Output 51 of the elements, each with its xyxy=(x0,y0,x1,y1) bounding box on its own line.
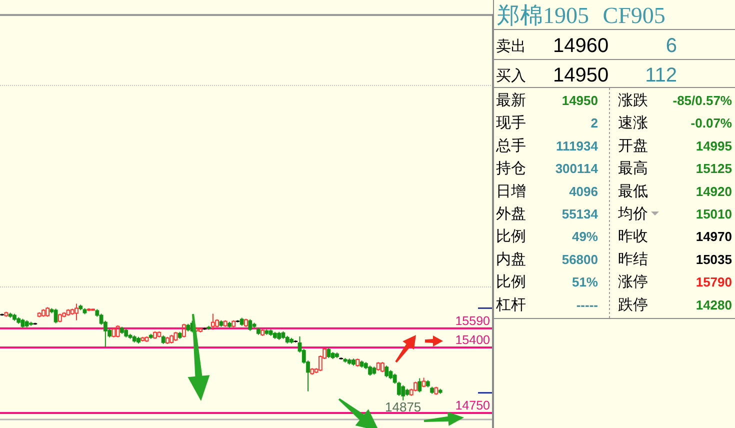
y-tick-label: 15590 xyxy=(455,314,490,328)
text: -0.07% xyxy=(690,116,732,131)
text: 最高 xyxy=(618,160,648,178)
text: 14950 xyxy=(562,93,598,108)
text: 300114 xyxy=(555,161,599,176)
y-tick-label: 14750 xyxy=(455,398,490,412)
text: 最低 xyxy=(618,182,648,200)
text: 14970 xyxy=(696,229,732,244)
text: 速涨 xyxy=(618,114,648,132)
text: 56800 xyxy=(562,252,598,267)
text: 现手 xyxy=(496,114,526,132)
annotation: 14875 xyxy=(385,399,422,414)
text: 昨结 xyxy=(618,250,648,268)
text: 卖出 xyxy=(496,38,526,55)
text: 14995 xyxy=(696,138,732,154)
text: 15125 xyxy=(696,161,732,176)
text: 郑棉1905 CF905 xyxy=(497,3,666,28)
text: 持仓 xyxy=(496,160,526,178)
text: 49% xyxy=(572,229,598,244)
text: 涨跌 xyxy=(618,92,648,109)
text: 最新 xyxy=(496,92,526,109)
text: 开盘 xyxy=(618,137,648,154)
text: 112 xyxy=(645,64,677,86)
text: ----- xyxy=(576,297,598,312)
text: 14920 xyxy=(696,184,732,199)
text: 4096 xyxy=(569,184,598,199)
text: 买入 xyxy=(496,68,526,84)
text: 51% xyxy=(572,274,598,290)
text: 111934 xyxy=(556,138,599,154)
text: 14960 xyxy=(553,35,609,57)
y-tick-label: 15400 xyxy=(455,332,490,347)
text: 总手 xyxy=(495,137,526,154)
text: 均价 xyxy=(617,206,648,222)
text: 比例 xyxy=(496,228,526,246)
text: 跌停 xyxy=(618,296,648,314)
text: 涨停 xyxy=(618,274,648,291)
text: 比例 xyxy=(496,274,526,291)
text: 内盘 xyxy=(496,250,526,268)
text: 外盘 xyxy=(496,206,526,222)
text: 2 xyxy=(590,116,598,131)
text: 昨收 xyxy=(618,228,648,246)
text: 15035 xyxy=(696,252,732,267)
text: 15010 xyxy=(696,206,732,222)
text: 55134 xyxy=(562,206,599,222)
text: 15790 xyxy=(696,274,732,290)
text: -85/0.57% xyxy=(672,93,732,108)
text: 6 xyxy=(666,35,677,57)
text: 14950 xyxy=(553,64,609,86)
text: 杠杆 xyxy=(495,296,526,314)
text: 日增 xyxy=(496,182,526,200)
text: 14280 xyxy=(696,297,732,312)
